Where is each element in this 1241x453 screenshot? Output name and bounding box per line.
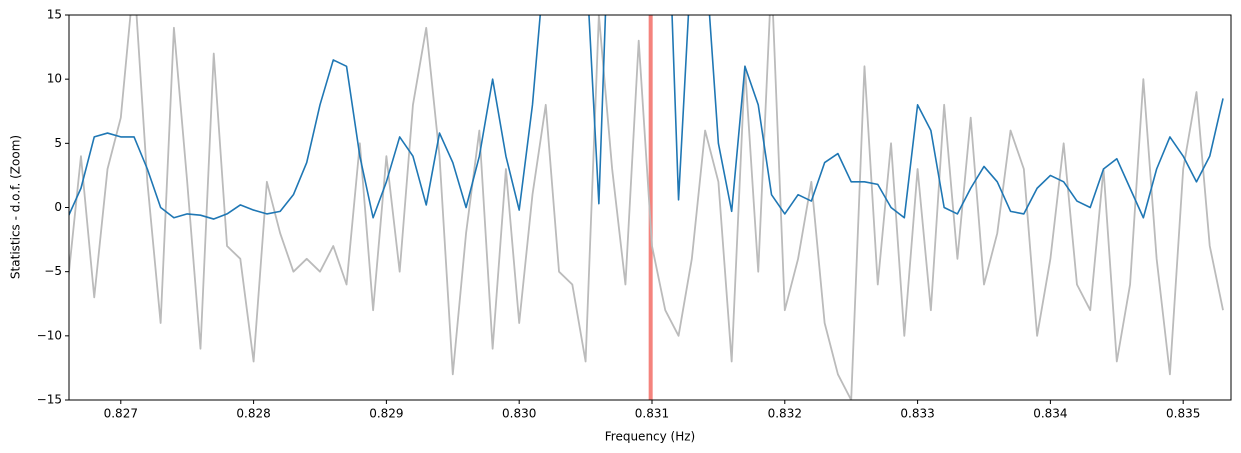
y-tick-label: 15 — [47, 8, 62, 22]
x-tick-label: 0.833 — [900, 407, 934, 421]
x-tick-label: 0.827 — [104, 407, 138, 421]
x-tick-label: 0.835 — [1166, 407, 1200, 421]
y-axis-label: Statistics - d.o.f. (Zoom) — [9, 135, 23, 279]
x-tick-label: 0.832 — [768, 407, 802, 421]
x-tick-label: 0.834 — [1033, 407, 1067, 421]
x-tick-label: 0.829 — [369, 407, 403, 421]
x-tick-label: 0.831 — [635, 407, 669, 421]
y-tick-label: −15 — [37, 393, 62, 407]
x-axis-label: Frequency (Hz) — [605, 430, 696, 444]
y-tick-label: 5 — [54, 136, 62, 150]
plot-area — [69, 15, 1224, 400]
x-tick-label: 0.828 — [236, 407, 270, 421]
series-line — [69, 15, 1224, 400]
x-tick-label: 0.830 — [502, 407, 536, 421]
y-tick-label: 10 — [47, 72, 62, 86]
series-line — [69, 15, 1224, 220]
y-tick-label: −10 — [37, 328, 62, 342]
y-tick-label: 0 — [54, 200, 62, 214]
y-tick-label: −5 — [44, 264, 62, 278]
